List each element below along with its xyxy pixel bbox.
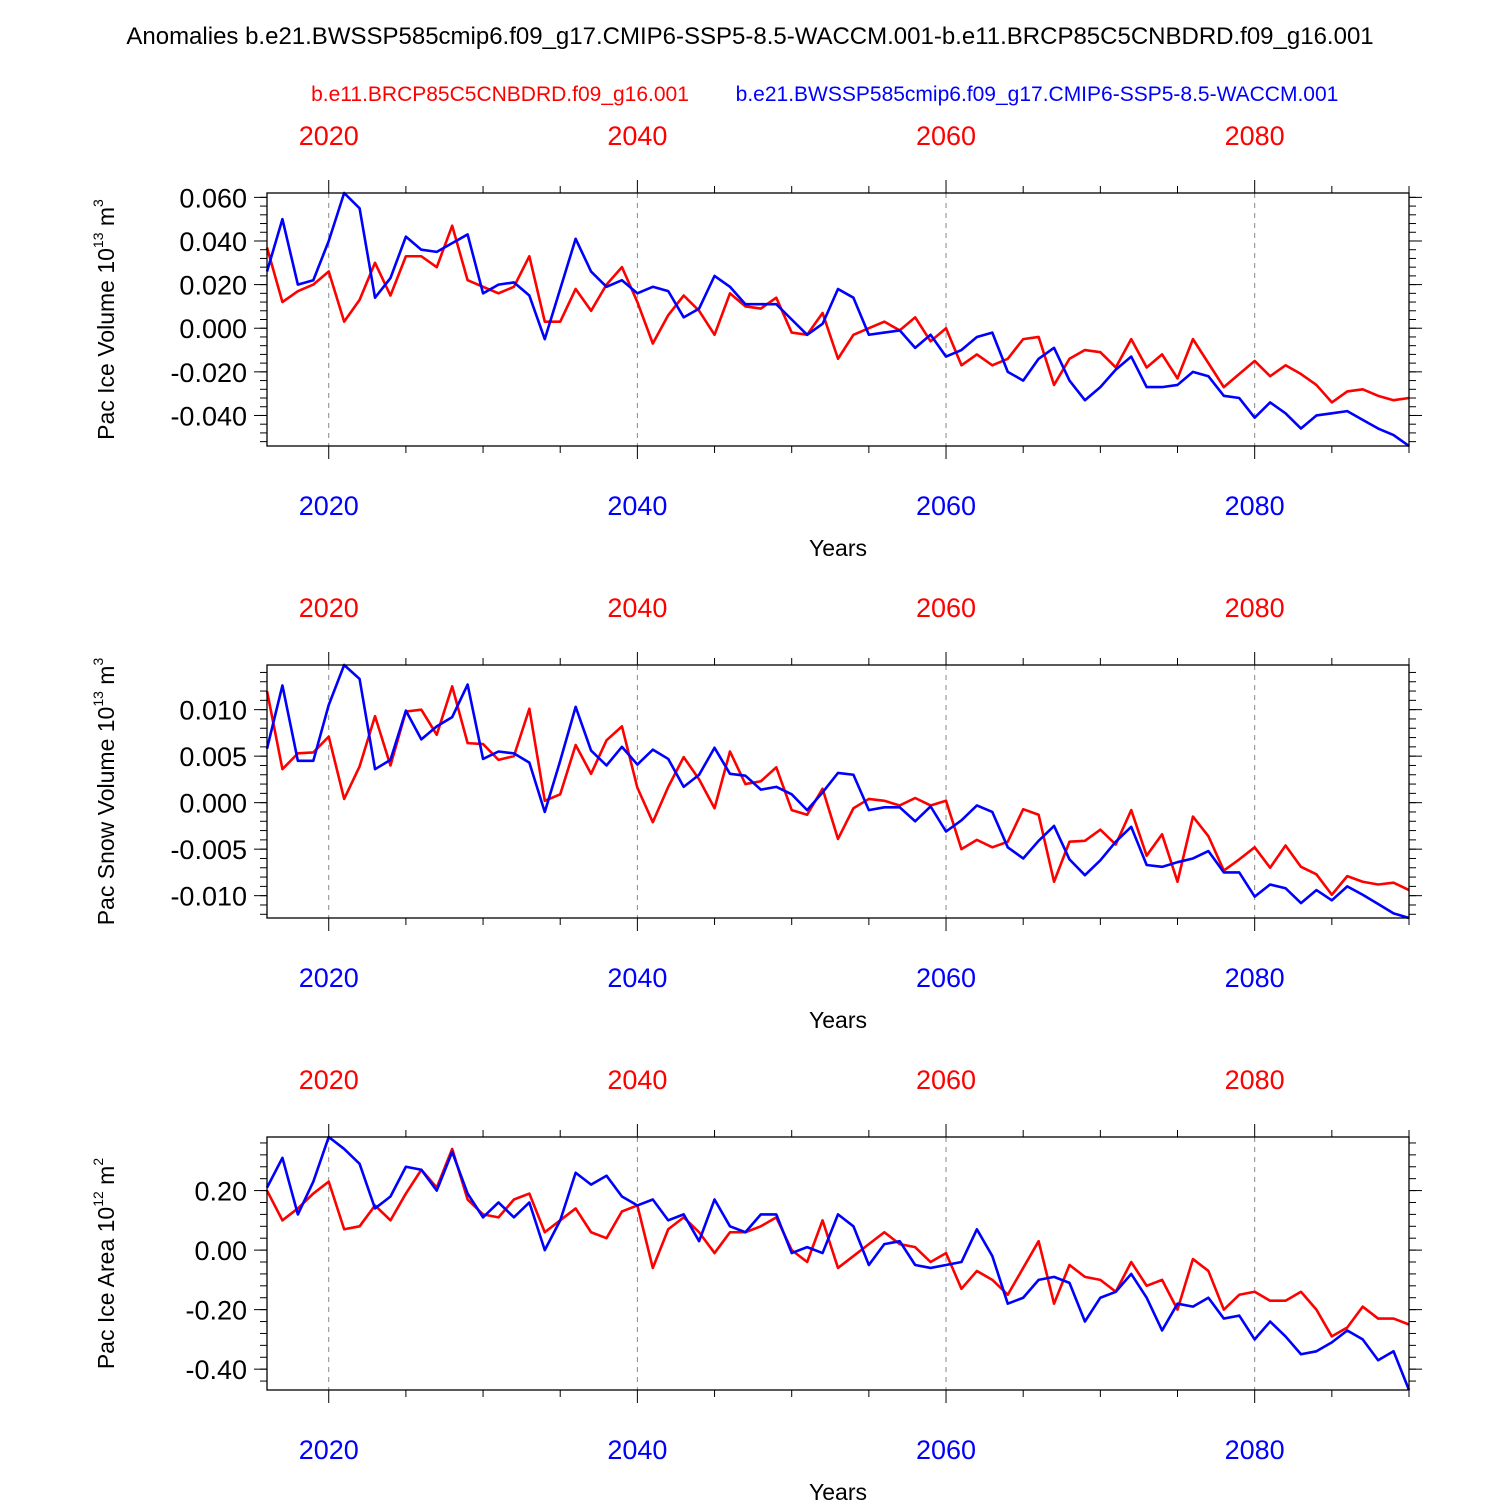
ytick-label: -0.040 [170,401,247,431]
y-axis-label-sup: 13 [90,691,106,707]
series-blue-line [265,1135,1411,1391]
xtick-label-bottom: 2020 [299,491,359,521]
figure-title: Anomalies b.e21.BWSSP585cmip6.f09_g17.CM… [126,23,1373,50]
x-axis-label: Years [809,1479,867,1500]
ytick-label: 0.040 [179,227,247,257]
panels: 2020 2020 2040 2040 2060 2060 2080 2080 Years 0.0… [90,121,1422,1500]
y-axis-label-sup: 13 [90,232,106,248]
xtick-label-bottom: 2020 [299,1435,359,1465]
series-blue-line [265,191,1410,448]
y-axis-label: Pac Snow Volume 1013 m3 [90,658,119,926]
xtick-label-top: 2020 [299,1065,359,1095]
series-red-line [265,1147,1410,1338]
xtick-label-bottom: 2060 [916,963,976,993]
ytick-label: 0.000 [179,789,247,819]
ytick-label: 0.20 [194,1177,247,1207]
xtick-label-top: 2020 [299,121,359,151]
y-axis-label-part: m [93,207,119,233]
xtick-label-top: 2020 [299,593,359,623]
xtick-label-bottom: 2080 [1225,491,1285,521]
xtick-label-bottom: 2040 [607,1435,667,1465]
xtick-label-bottom: 2040 [607,963,667,993]
xtick-label-top: 2040 [607,1065,667,1095]
xtick-label-top: 2060 [916,121,976,151]
y-axis-label-sup: 2 [90,1158,106,1166]
y-axis-label-part: Pac Ice Area 10 [93,1207,119,1369]
xtick-label-bottom: 2060 [916,1435,976,1465]
ytick-label: -0.005 [170,835,247,865]
ytick-label: 0.005 [179,742,247,772]
x-axis-label: Years [809,535,867,561]
y-axis-label: Pac Ice Area 1012 m2 [90,1158,119,1370]
xtick-label-top: 2060 [916,1065,976,1095]
legend-blue-label: b.e21.BWSSP585cmip6.f09_g17.CMIP6-SSP5-8… [736,83,1339,106]
panel-1: 2020 2020 2040 2040 2060 2060 2080 2080 Years 0.0… [90,121,1422,561]
panel-2: 2020 2020 2040 2040 2060 2060 2080 2080 Years 0.0… [90,593,1422,1033]
xtick-label-bottom: 2060 [916,491,976,521]
series-blue-line [265,663,1410,920]
plot-frame [266,192,1410,447]
ytick-label: -0.40 [185,1355,247,1385]
xtick-label-bottom: 2080 [1225,1435,1285,1465]
y-axis-label: Pac Ice Volume 1013 m3 [90,199,119,440]
ytick-label: 0.000 [179,314,247,344]
ytick-label: -0.20 [185,1296,247,1326]
xtick-label-top: 2040 [607,593,667,623]
series-red-line [265,224,1410,404]
xtick-label-bottom: 2020 [299,963,359,993]
y-axis-label-sup: 12 [90,1191,106,1207]
panel-3: 2020 2020 2040 2040 2060 2060 2080 2080 Years 0.2… [90,1065,1422,1500]
ytick-label: 0.010 [179,696,247,726]
xtick-label-top: 2080 [1225,593,1285,623]
y-axis-label-sup: 3 [90,658,106,666]
y-axis-label-part: Pac Snow Volume 10 [93,707,119,926]
ytick-label: 0.020 [179,271,247,301]
xtick-label-top: 2040 [607,121,667,151]
legend-red-label: b.e11.BRCP85C5CNBDRD.f09_g16.001 [311,83,689,106]
xtick-label-bottom: 2040 [607,491,667,521]
y-axis-label-part: m [93,666,119,692]
xtick-label-top: 2080 [1225,121,1285,151]
ytick-label: 0.00 [194,1236,247,1266]
y-axis-label-part: Pac Ice Volume 10 [93,248,119,440]
ytick-label: 0.060 [179,183,247,213]
ytick-label: -0.020 [170,358,247,388]
x-axis-label: Years [809,1007,867,1033]
plot-frame [266,664,1410,919]
xtick-label-top: 2080 [1225,1065,1285,1095]
xtick-label-top: 2060 [916,593,976,623]
xtick-label-bottom: 2080 [1225,963,1285,993]
y-axis-label-sup: 3 [90,199,106,207]
series-red-line [265,685,1410,897]
y-axis-label-part: m [93,1166,119,1192]
plot-frame [266,1136,1410,1391]
ytick-label: -0.010 [170,882,247,912]
